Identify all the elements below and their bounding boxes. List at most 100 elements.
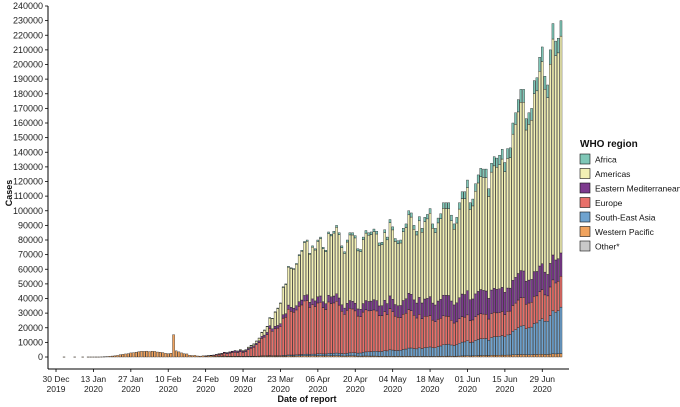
bar-segment xyxy=(396,317,400,351)
bar-segment xyxy=(471,319,475,343)
legend-title: WHO region xyxy=(580,139,638,150)
bar-segment xyxy=(455,321,458,345)
bar-segment xyxy=(356,308,360,317)
bar-segment xyxy=(303,355,306,358)
x-tick-label-year: 2020 xyxy=(159,384,178,394)
x-tick-label: 10 Feb xyxy=(155,374,182,384)
bar-segment xyxy=(348,300,352,309)
bar-segment xyxy=(167,353,170,358)
bar-segment xyxy=(466,187,469,291)
bar-segment xyxy=(276,325,279,329)
bar-segment xyxy=(399,239,402,244)
bar-segment xyxy=(519,89,523,103)
bar-segment xyxy=(313,353,317,356)
bar-segment xyxy=(287,304,290,310)
bar-segment xyxy=(418,314,421,349)
bar-segment xyxy=(303,242,306,296)
bar-segment xyxy=(295,305,298,311)
bar-segment xyxy=(460,198,464,295)
bar-segment xyxy=(511,354,515,358)
bar-segment xyxy=(412,315,416,349)
bar-segment xyxy=(476,314,480,340)
bar-segment xyxy=(500,311,504,336)
x-tick-label-year: 2020 xyxy=(84,384,103,394)
legend-swatch xyxy=(579,226,591,237)
bar-segment xyxy=(450,220,453,302)
bar-segment xyxy=(118,354,122,358)
bar-segment xyxy=(380,351,384,357)
bar-segment xyxy=(434,304,437,322)
bar-segment xyxy=(319,353,322,356)
bar-segment xyxy=(474,191,477,295)
bar-segment xyxy=(549,286,552,316)
bar-segment xyxy=(329,235,333,298)
bar-segment xyxy=(319,302,322,354)
bar-segment xyxy=(236,351,239,353)
bar-segment xyxy=(551,353,555,358)
bar-segment xyxy=(244,350,247,352)
bar-segment xyxy=(490,163,493,173)
bar-segment xyxy=(263,330,266,336)
bar-segment xyxy=(241,350,245,352)
bar-segment xyxy=(492,156,496,167)
bar-segment xyxy=(364,230,368,234)
bar-segment xyxy=(543,271,547,296)
bar-segment xyxy=(367,310,370,352)
bar-segment xyxy=(476,174,480,184)
bar-segment xyxy=(386,314,389,352)
bar-segment xyxy=(233,352,237,357)
bar-segment xyxy=(289,268,293,308)
y-tick-label: 230000 xyxy=(13,16,43,26)
bar-segment xyxy=(557,353,560,358)
bar-segment xyxy=(482,338,485,356)
y-tick-label: 80000 xyxy=(18,235,43,245)
bar-segment xyxy=(305,239,309,242)
bar-segment xyxy=(142,351,146,358)
bar-segment xyxy=(313,306,317,355)
bar-segment xyxy=(367,232,370,236)
bar-segment xyxy=(402,228,405,232)
bar-segment xyxy=(327,355,330,358)
bar-segment xyxy=(444,315,448,345)
y-tick-label: 0 xyxy=(38,352,43,362)
bar-segment xyxy=(471,298,475,321)
bar-segment xyxy=(474,340,477,356)
bar-segment xyxy=(522,102,525,272)
bar-segment xyxy=(271,328,274,332)
bar-segment xyxy=(468,320,472,343)
bar-segment xyxy=(346,239,349,243)
bar-segment xyxy=(362,236,365,240)
bar-segment xyxy=(423,221,426,300)
bar-segment xyxy=(348,232,352,236)
bar-segment xyxy=(327,233,330,296)
bar-segment xyxy=(479,289,483,314)
x-tick-label: 23 Mar xyxy=(267,374,294,384)
bar-segment xyxy=(517,99,520,113)
bar-segment xyxy=(509,334,512,356)
bar-segment xyxy=(284,317,288,356)
bar-segment xyxy=(468,342,472,357)
bar-segment xyxy=(329,355,333,358)
bar-segment xyxy=(396,240,400,244)
bar-segment xyxy=(348,308,352,354)
bar-segment xyxy=(541,46,544,62)
bar-segment xyxy=(506,334,509,356)
x-tick-label-year: 2020 xyxy=(533,384,552,394)
x-tick-label-year: 2020 xyxy=(121,384,140,394)
bar-segment xyxy=(484,290,488,315)
bar-segment xyxy=(268,317,271,326)
bar-segment xyxy=(535,295,539,324)
bar-segment xyxy=(412,225,416,230)
bar-segment xyxy=(343,307,346,315)
bar-segment xyxy=(460,293,464,317)
bar-segment xyxy=(257,338,261,341)
bar-segment xyxy=(530,326,533,355)
bar-segment xyxy=(463,316,467,343)
bar-segment xyxy=(396,305,400,318)
bar-segment xyxy=(415,302,418,319)
bar-segment xyxy=(431,347,434,357)
bar-segment xyxy=(346,303,349,311)
bar-segment xyxy=(263,334,266,338)
bar-segment xyxy=(338,297,341,306)
bar-segment xyxy=(332,353,336,356)
